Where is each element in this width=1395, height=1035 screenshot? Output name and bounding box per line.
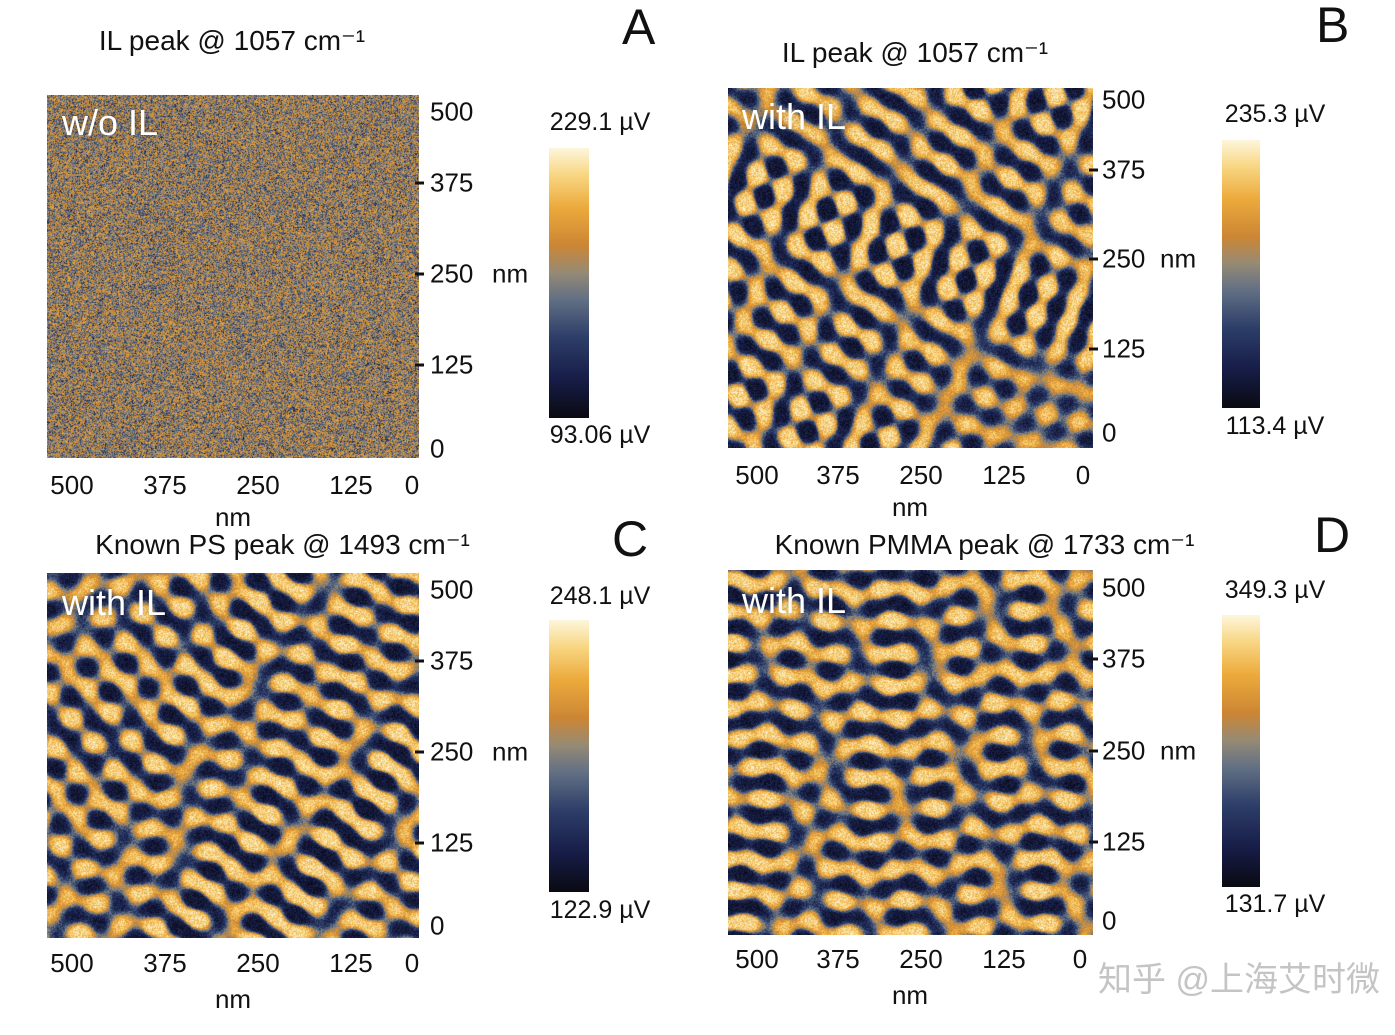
y-tick-label: 250 xyxy=(430,258,474,289)
colorbar-max-label: 349.3 µV xyxy=(1224,576,1326,604)
x-tick-label: 0 xyxy=(404,948,420,978)
y-tick-mark xyxy=(1089,840,1098,844)
heatmap-image xyxy=(47,95,419,458)
y-axis-unit: nm xyxy=(492,736,529,767)
y-tick-mark xyxy=(415,659,424,663)
y-tick-mark xyxy=(1089,347,1098,351)
heatmap-image xyxy=(728,570,1093,935)
y-tick-label: 500 xyxy=(430,96,474,127)
panel-title: Known PS peak @ 1493 cm⁻¹ xyxy=(95,529,470,560)
y-tick-label: 375 xyxy=(1102,643,1146,674)
y-tick-label: 500 xyxy=(430,574,474,605)
colorbar xyxy=(1222,615,1260,887)
panel-title: IL peak @ 1057 cm⁻¹ xyxy=(781,37,1049,68)
y-tick-label: 0 xyxy=(430,433,445,464)
x-tick-label: 125 xyxy=(329,470,373,500)
x-tick-label: 250 xyxy=(236,470,280,500)
y-tick-label: 250 xyxy=(430,736,474,767)
y-tick-label: 125 xyxy=(430,349,474,380)
panel-letter: B xyxy=(1316,0,1350,53)
colorbar-max-label: 229.1 µV xyxy=(549,108,651,136)
x-tick-label: 125 xyxy=(982,944,1026,974)
y-tick-mark xyxy=(1089,657,1098,661)
y-tick-label: 0 xyxy=(430,910,445,941)
y-tick-mark xyxy=(415,272,424,276)
x-axis-unit: nm xyxy=(214,502,252,532)
y-axis-unit: nm xyxy=(1160,735,1197,766)
y-tick-label: 500 xyxy=(1102,84,1146,115)
panel-title: IL peak @ 1057 cm⁻¹ xyxy=(98,25,366,56)
x-tick-label: 375 xyxy=(143,948,187,978)
y-tick-mark xyxy=(415,841,424,845)
x-axis-unit: nm xyxy=(214,984,252,1014)
y-tick-label: 0 xyxy=(1102,417,1117,448)
colorbar xyxy=(1222,140,1260,408)
watermark: 知乎 @上海艾时微 xyxy=(1098,961,1380,999)
x-tick-label: 125 xyxy=(982,460,1026,490)
x-tick-label: 250 xyxy=(236,948,280,978)
y-tick-mark xyxy=(1089,168,1098,172)
y-tick-label: 375 xyxy=(430,167,474,198)
x-tick-label: 0 xyxy=(1075,460,1091,490)
y-tick-label: 125 xyxy=(1102,826,1146,857)
x-tick-label: 500 xyxy=(50,470,94,500)
x-tick-label: 0 xyxy=(1072,944,1088,974)
panel-title: Known PMMA peak @ 1733 cm⁻¹ xyxy=(774,529,1195,560)
y-tick-label: 0 xyxy=(1102,905,1117,936)
y-tick-mark xyxy=(415,363,424,367)
y-tick-mark xyxy=(415,750,424,754)
colorbar-max-label: 235.3 µV xyxy=(1224,100,1326,128)
x-axis-unit: nm xyxy=(891,980,929,1010)
colorbar-min-label: 113.4 µV xyxy=(1225,412,1325,440)
colorbar-max-label: 248.1 µV xyxy=(549,582,651,610)
y-tick-mark xyxy=(415,181,424,185)
colorbar-min-label: 93.06 µV xyxy=(549,421,651,449)
x-tick-label: 500 xyxy=(735,460,779,490)
heatmap-image xyxy=(47,573,419,938)
y-tick-label: 125 xyxy=(430,827,474,858)
y-tick-mark xyxy=(1089,749,1098,753)
sample-condition-label: w/o IL xyxy=(62,102,159,143)
panel-letter: D xyxy=(1314,507,1351,563)
colorbar-min-label: 131.7 µV xyxy=(1224,890,1326,918)
y-tick-label: 125 xyxy=(1102,333,1146,364)
colorbar-min-label: 122.9 µV xyxy=(549,896,651,924)
panel-letter: A xyxy=(622,0,656,55)
y-axis-unit: nm xyxy=(492,258,529,289)
x-tick-label: 375 xyxy=(143,470,187,500)
colorbar xyxy=(549,148,589,418)
x-tick-label: 250 xyxy=(899,460,943,490)
y-tick-label: 375 xyxy=(1102,154,1146,185)
y-axis-unit: nm xyxy=(1160,243,1197,274)
panel-letter: C xyxy=(612,511,649,567)
x-tick-label: 375 xyxy=(816,944,860,974)
x-tick-label: 375 xyxy=(816,460,860,490)
y-tick-label: 500 xyxy=(1102,572,1146,603)
x-tick-label: 125 xyxy=(329,948,373,978)
y-tick-label: 250 xyxy=(1102,735,1146,766)
x-tick-label: 500 xyxy=(50,948,94,978)
sample-condition-label: with IL xyxy=(62,582,167,623)
x-tick-label: 500 xyxy=(735,944,779,974)
heatmap-image xyxy=(728,88,1093,448)
sample-condition-label: with IL xyxy=(742,96,847,137)
y-tick-mark xyxy=(1089,257,1098,261)
x-axis-unit: nm xyxy=(891,492,929,522)
colorbar xyxy=(549,620,589,892)
y-tick-label: 250 xyxy=(1102,243,1146,274)
x-tick-label: 250 xyxy=(899,944,943,974)
sample-condition-label: with IL xyxy=(742,580,847,621)
y-tick-label: 375 xyxy=(430,645,474,676)
x-tick-label: 0 xyxy=(404,470,420,500)
